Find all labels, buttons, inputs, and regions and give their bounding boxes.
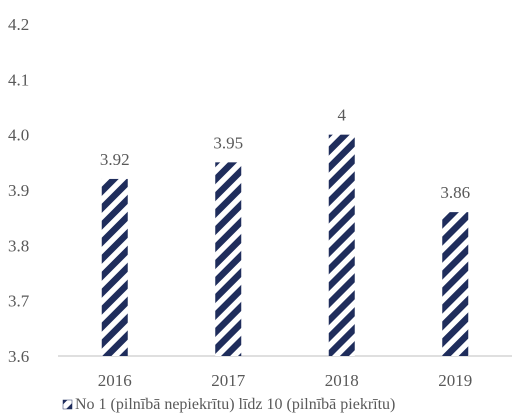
bar-2019 (442, 212, 469, 356)
x-tick-label: 2019 (438, 371, 472, 390)
y-tick-label: 4.2 (8, 15, 29, 34)
bar-2016 (101, 178, 128, 356)
bar-2018 (328, 134, 355, 356)
legend-label: No 1 (pilnībā nepiekrītu) līdz 10 (pilnī… (75, 396, 395, 413)
data-label: 4 (338, 106, 347, 125)
x-tick-label: 2018 (325, 371, 359, 390)
y-tick-label: 3.7 (8, 292, 30, 311)
y-tick-label: 3.6 (8, 347, 29, 366)
data-label: 3.95 (213, 133, 243, 152)
data-label: 3.86 (440, 183, 470, 202)
y-tick-label: 4.0 (8, 126, 29, 145)
y-tick-label: 4.1 (8, 70, 29, 89)
y-tick-label: 3.9 (8, 181, 29, 200)
bar-2017 (215, 162, 242, 356)
x-tick-label: 2016 (98, 371, 132, 390)
legend-swatch (62, 399, 73, 410)
data-label: 3.92 (100, 150, 130, 169)
x-tick-label: 2017 (211, 371, 246, 390)
legend: No 1 (pilnībā nepiekrītu) līdz 10 (pilnī… (62, 396, 395, 413)
y-tick-label: 3.8 (8, 236, 29, 255)
